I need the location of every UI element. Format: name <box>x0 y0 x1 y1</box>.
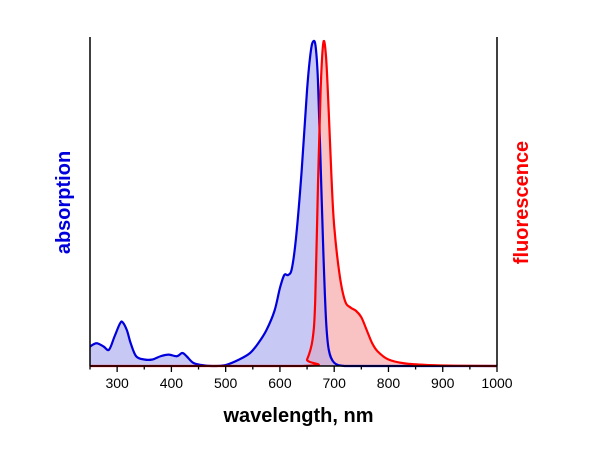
x-tick-label: 300 <box>105 375 129 391</box>
absorption-line <box>89 39 497 368</box>
x-tick-label: 600 <box>268 375 292 391</box>
x-tick-label: 1000 <box>481 375 512 391</box>
x-tick-label: 500 <box>214 375 238 391</box>
axes-layer: 300 400 500 600 700 800 900 1000 <box>89 37 513 391</box>
x-tick-label: 900 <box>431 375 455 391</box>
x-tick-label: 700 <box>323 375 347 391</box>
left-y-axis-title: absorption <box>53 151 75 254</box>
x-tick-label: 400 <box>160 375 184 391</box>
right-y-axis-title: fluorescence <box>511 141 533 264</box>
absorption-fill <box>90 40 497 366</box>
fluorescence-line <box>90 39 498 368</box>
x-axis-title: wavelength, nm <box>222 405 373 427</box>
plot-area <box>89 39 498 368</box>
series-layer <box>89 39 498 368</box>
x-tick-label: 800 <box>377 375 401 391</box>
x-axis-ticks: 300 400 500 600 700 800 900 1000 <box>89 366 513 391</box>
